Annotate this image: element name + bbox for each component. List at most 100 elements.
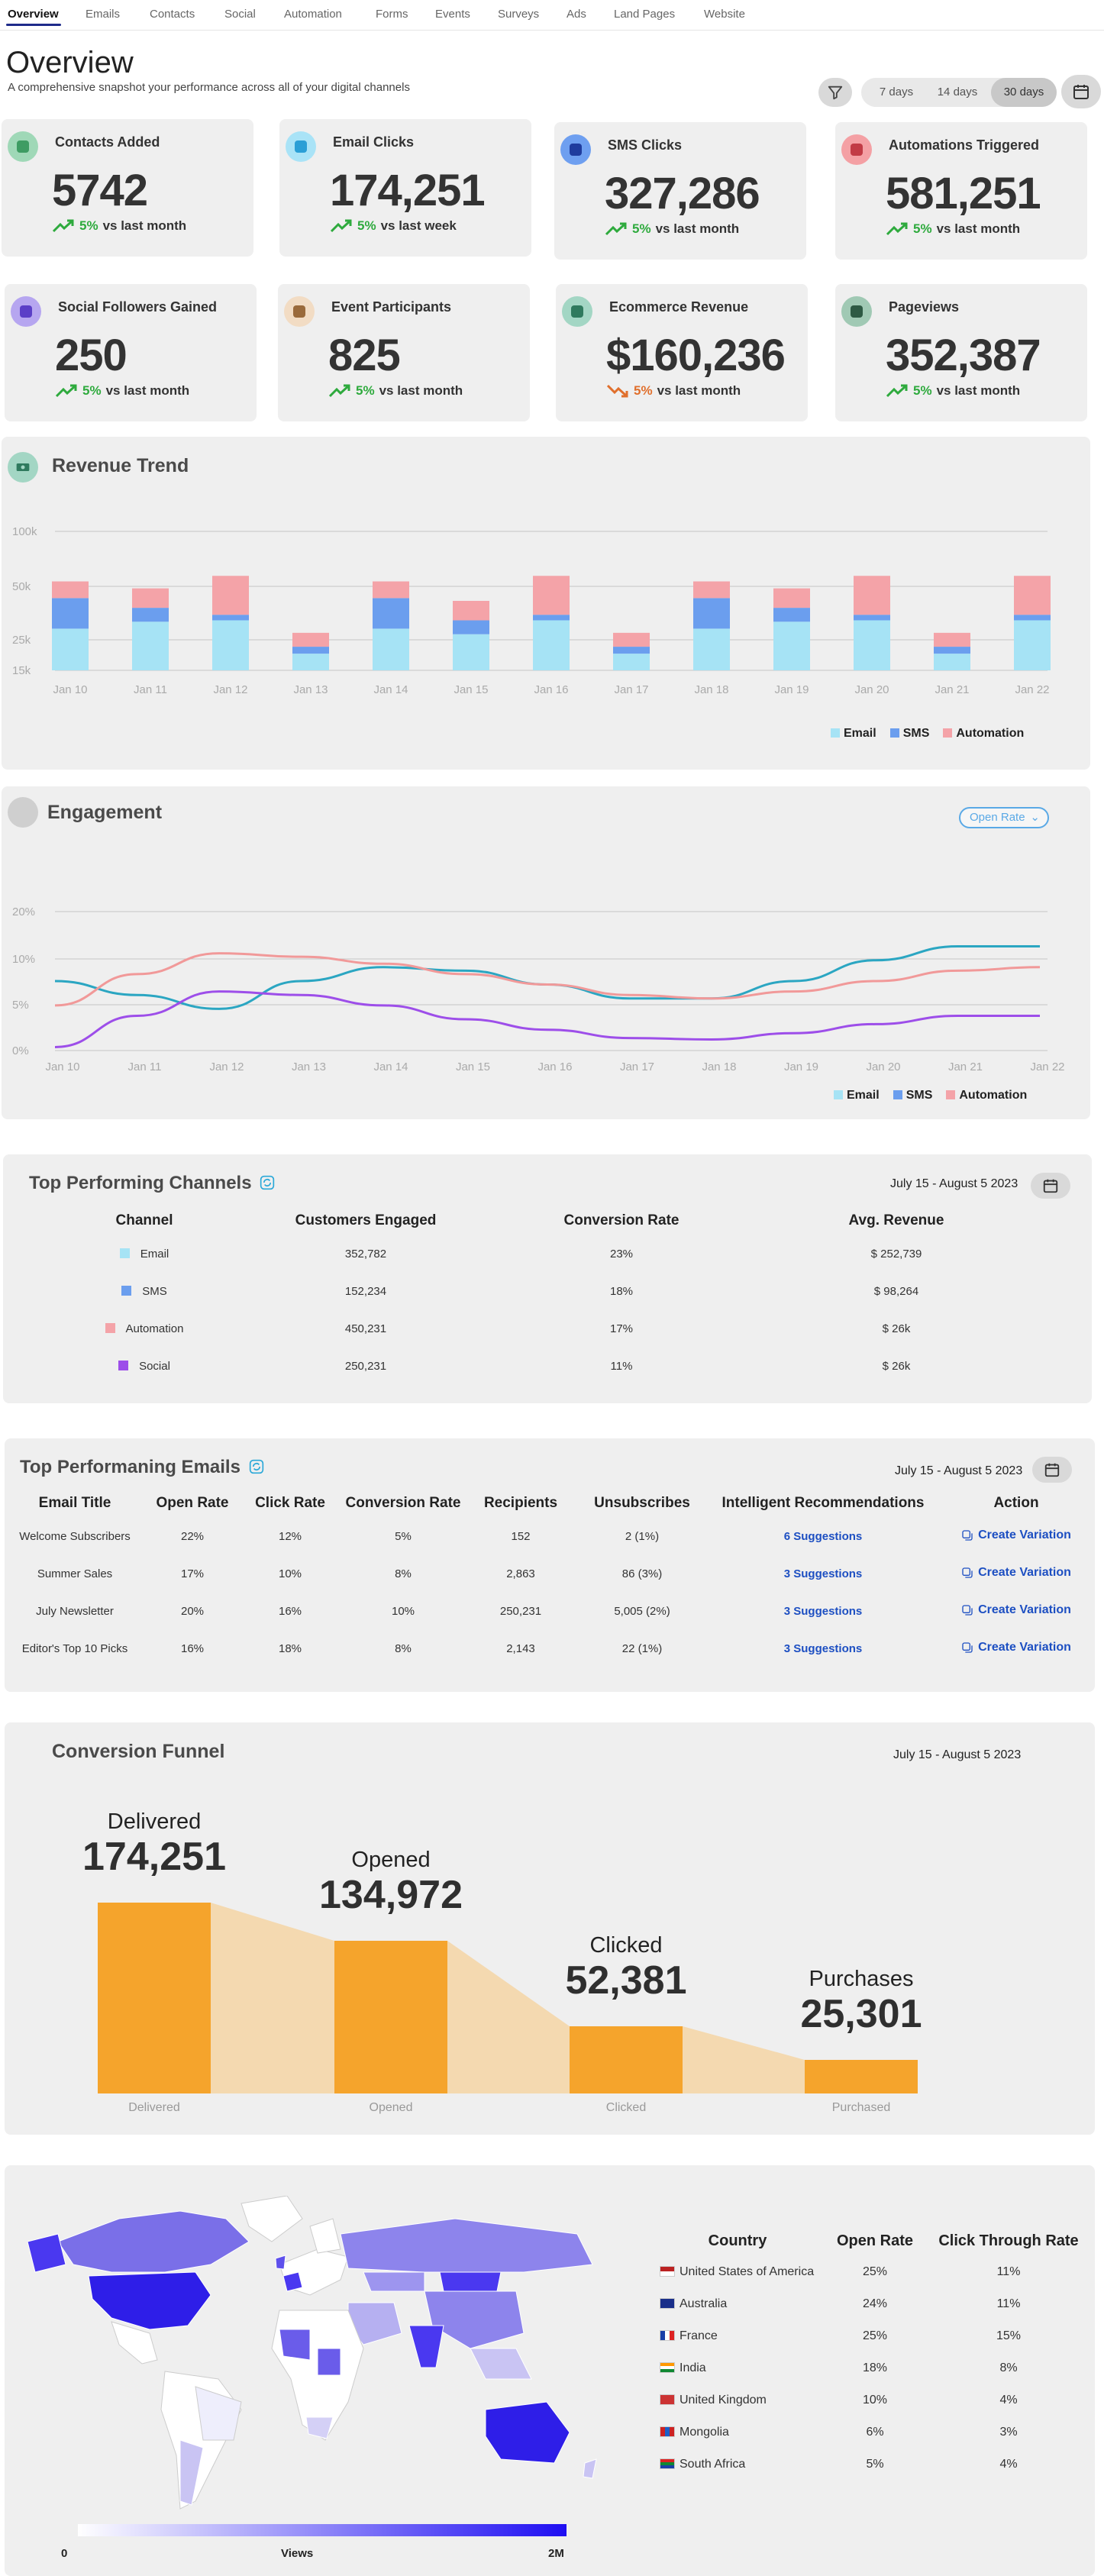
nav-tab-land-pages[interactable]: Land Pages [614,8,676,21]
bar-email[interactable] [773,621,810,670]
create-variation-button[interactable]: Create Variation [961,1528,1071,1542]
range-30-days[interactable]: 30 days [991,78,1057,107]
bar-email[interactable] [373,628,409,670]
suggestions-link[interactable]: 3 Suggestions [783,1605,863,1618]
bar-sms[interactable] [212,615,249,621]
channels-calendar-button[interactable] [1031,1173,1070,1199]
kpi-label: Social Followers Gained [58,299,218,315]
bar-email[interactable] [292,654,329,670]
bar-automation[interactable] [773,588,810,608]
bar-sms[interactable] [693,598,730,629]
bar-automation[interactable] [52,581,89,599]
country-cell: Australia [654,2288,822,2320]
automation-icon [841,134,872,165]
bar-automation[interactable] [613,632,650,647]
table-row: Editor's Top 10 Picks 16% 18% 8% 2,143 22 (1%… [5,1630,1095,1667]
bar-automation[interactable] [453,601,489,621]
nav-tab-forms[interactable]: Forms [376,8,408,21]
world-map[interactable] [27,2196,608,2524]
bar-sms[interactable] [292,647,329,654]
y-tick-label: 0% [12,1044,29,1057]
create-variation-button[interactable]: Create Variation [961,1566,1071,1580]
bar-sms[interactable] [613,647,650,654]
nav-tab-events[interactable]: Events [435,8,470,21]
bar-email[interactable] [453,634,489,670]
email-recip-cell: 2,863 [506,1567,535,1580]
bar-email[interactable] [854,620,890,670]
channel-swatch [118,1361,129,1370]
bar-sms[interactable] [934,647,970,654]
bar-automation[interactable] [854,576,890,615]
date-range-selector: 7 days 14 days 30 days [861,78,1057,107]
funnel-bar[interactable] [805,2060,918,2093]
suggestions-link[interactable]: 3 Suggestions [783,1642,863,1655]
suggestions-link[interactable]: 6 Suggestions [783,1530,863,1543]
bar-sms[interactable] [132,608,169,622]
funnel-bar[interactable] [570,2026,683,2093]
conversion-cell: 17% [609,1322,634,1335]
x-tick-label: Jan 10 [53,683,87,696]
bar-sms[interactable] [773,608,810,622]
icon-glyph [293,305,305,318]
line-automation[interactable] [54,952,1041,1007]
nav-tab-ads[interactable]: Ads [567,8,586,21]
bar-automation[interactable] [132,588,169,608]
line-sms[interactable] [54,990,1040,1048]
emails-calendar-button[interactable] [1032,1457,1072,1483]
create-variation-button[interactable]: Create Variation [961,1641,1071,1654]
metric-select[interactable]: Open Rate ⌄ [959,807,1049,828]
bar-sms[interactable] [1014,615,1051,621]
engagement-icon [8,797,38,828]
nav-tab-contacts[interactable]: Contacts [150,8,195,21]
bar-automation[interactable] [934,632,970,647]
nav-tab-overview[interactable]: Overview [8,8,59,21]
revenue-cell: $ 26k [882,1322,911,1335]
bar-automation[interactable] [1014,576,1051,615]
create-variation-button[interactable]: Create Variation [961,1603,1071,1617]
nav-tab-social[interactable]: Social [224,8,256,21]
ctr-cell: 3% [999,2426,1018,2439]
funnel-bar[interactable] [98,1903,211,2093]
bar-automation[interactable] [533,576,570,615]
bar-email[interactable] [934,654,970,670]
kpi-card: Ecommerce Revenue $160,236 5% vs last month [556,284,808,421]
refresh-icon[interactable] [260,1175,275,1190]
nav-tab-website[interactable]: Website [704,8,745,21]
channel-swatch [121,1286,132,1296]
filter-button[interactable] [818,78,852,107]
table-row: July Newsletter 20% 16% 10% 250,231 5,005 (2%… [5,1593,1095,1630]
funnel-band [683,2026,805,2093]
bar-email[interactable] [212,620,249,670]
bar-email[interactable] [693,628,730,670]
bar-automation[interactable] [292,632,329,647]
range-14-days[interactable]: 14 days [937,86,978,98]
bar-sms[interactable] [373,598,409,629]
geo-panel: 0 Views 2M Country Open Rate Click Throu… [5,2165,1095,2576]
bar-email[interactable] [132,621,169,670]
nav-tab-automation[interactable]: Automation [284,8,342,21]
bar-sms[interactable] [533,615,570,621]
range-7-days[interactable]: 7 days [879,86,914,98]
suggestions-link[interactable]: 3 Suggestions [783,1567,863,1580]
bar-email[interactable] [1014,620,1051,670]
kpi-delta-period: vs last month [655,221,740,236]
calendar-button[interactable] [1061,75,1101,108]
col-channel: Channel [115,1212,173,1228]
refresh-icon[interactable] [249,1459,264,1474]
col-action: Action [993,1495,1039,1511]
bar-email[interactable] [533,620,570,670]
bar-automation[interactable] [373,581,409,599]
bar-email[interactable] [613,654,650,670]
bar-sms[interactable] [453,620,489,634]
bar-sms[interactable] [854,615,890,621]
bar-automation[interactable] [693,581,730,599]
bar-email[interactable] [52,628,89,670]
nav-tab-emails[interactable]: Emails [86,8,121,21]
kpi-label: Pageviews [889,299,960,315]
bar-sms[interactable] [52,598,89,629]
nav-tab-surveys[interactable]: Surveys [498,8,540,21]
funnel-bar[interactable] [334,1941,447,2093]
bar-automation[interactable] [212,576,249,615]
icon-glyph [571,305,583,318]
x-tick-label: Jan 12 [213,683,247,696]
